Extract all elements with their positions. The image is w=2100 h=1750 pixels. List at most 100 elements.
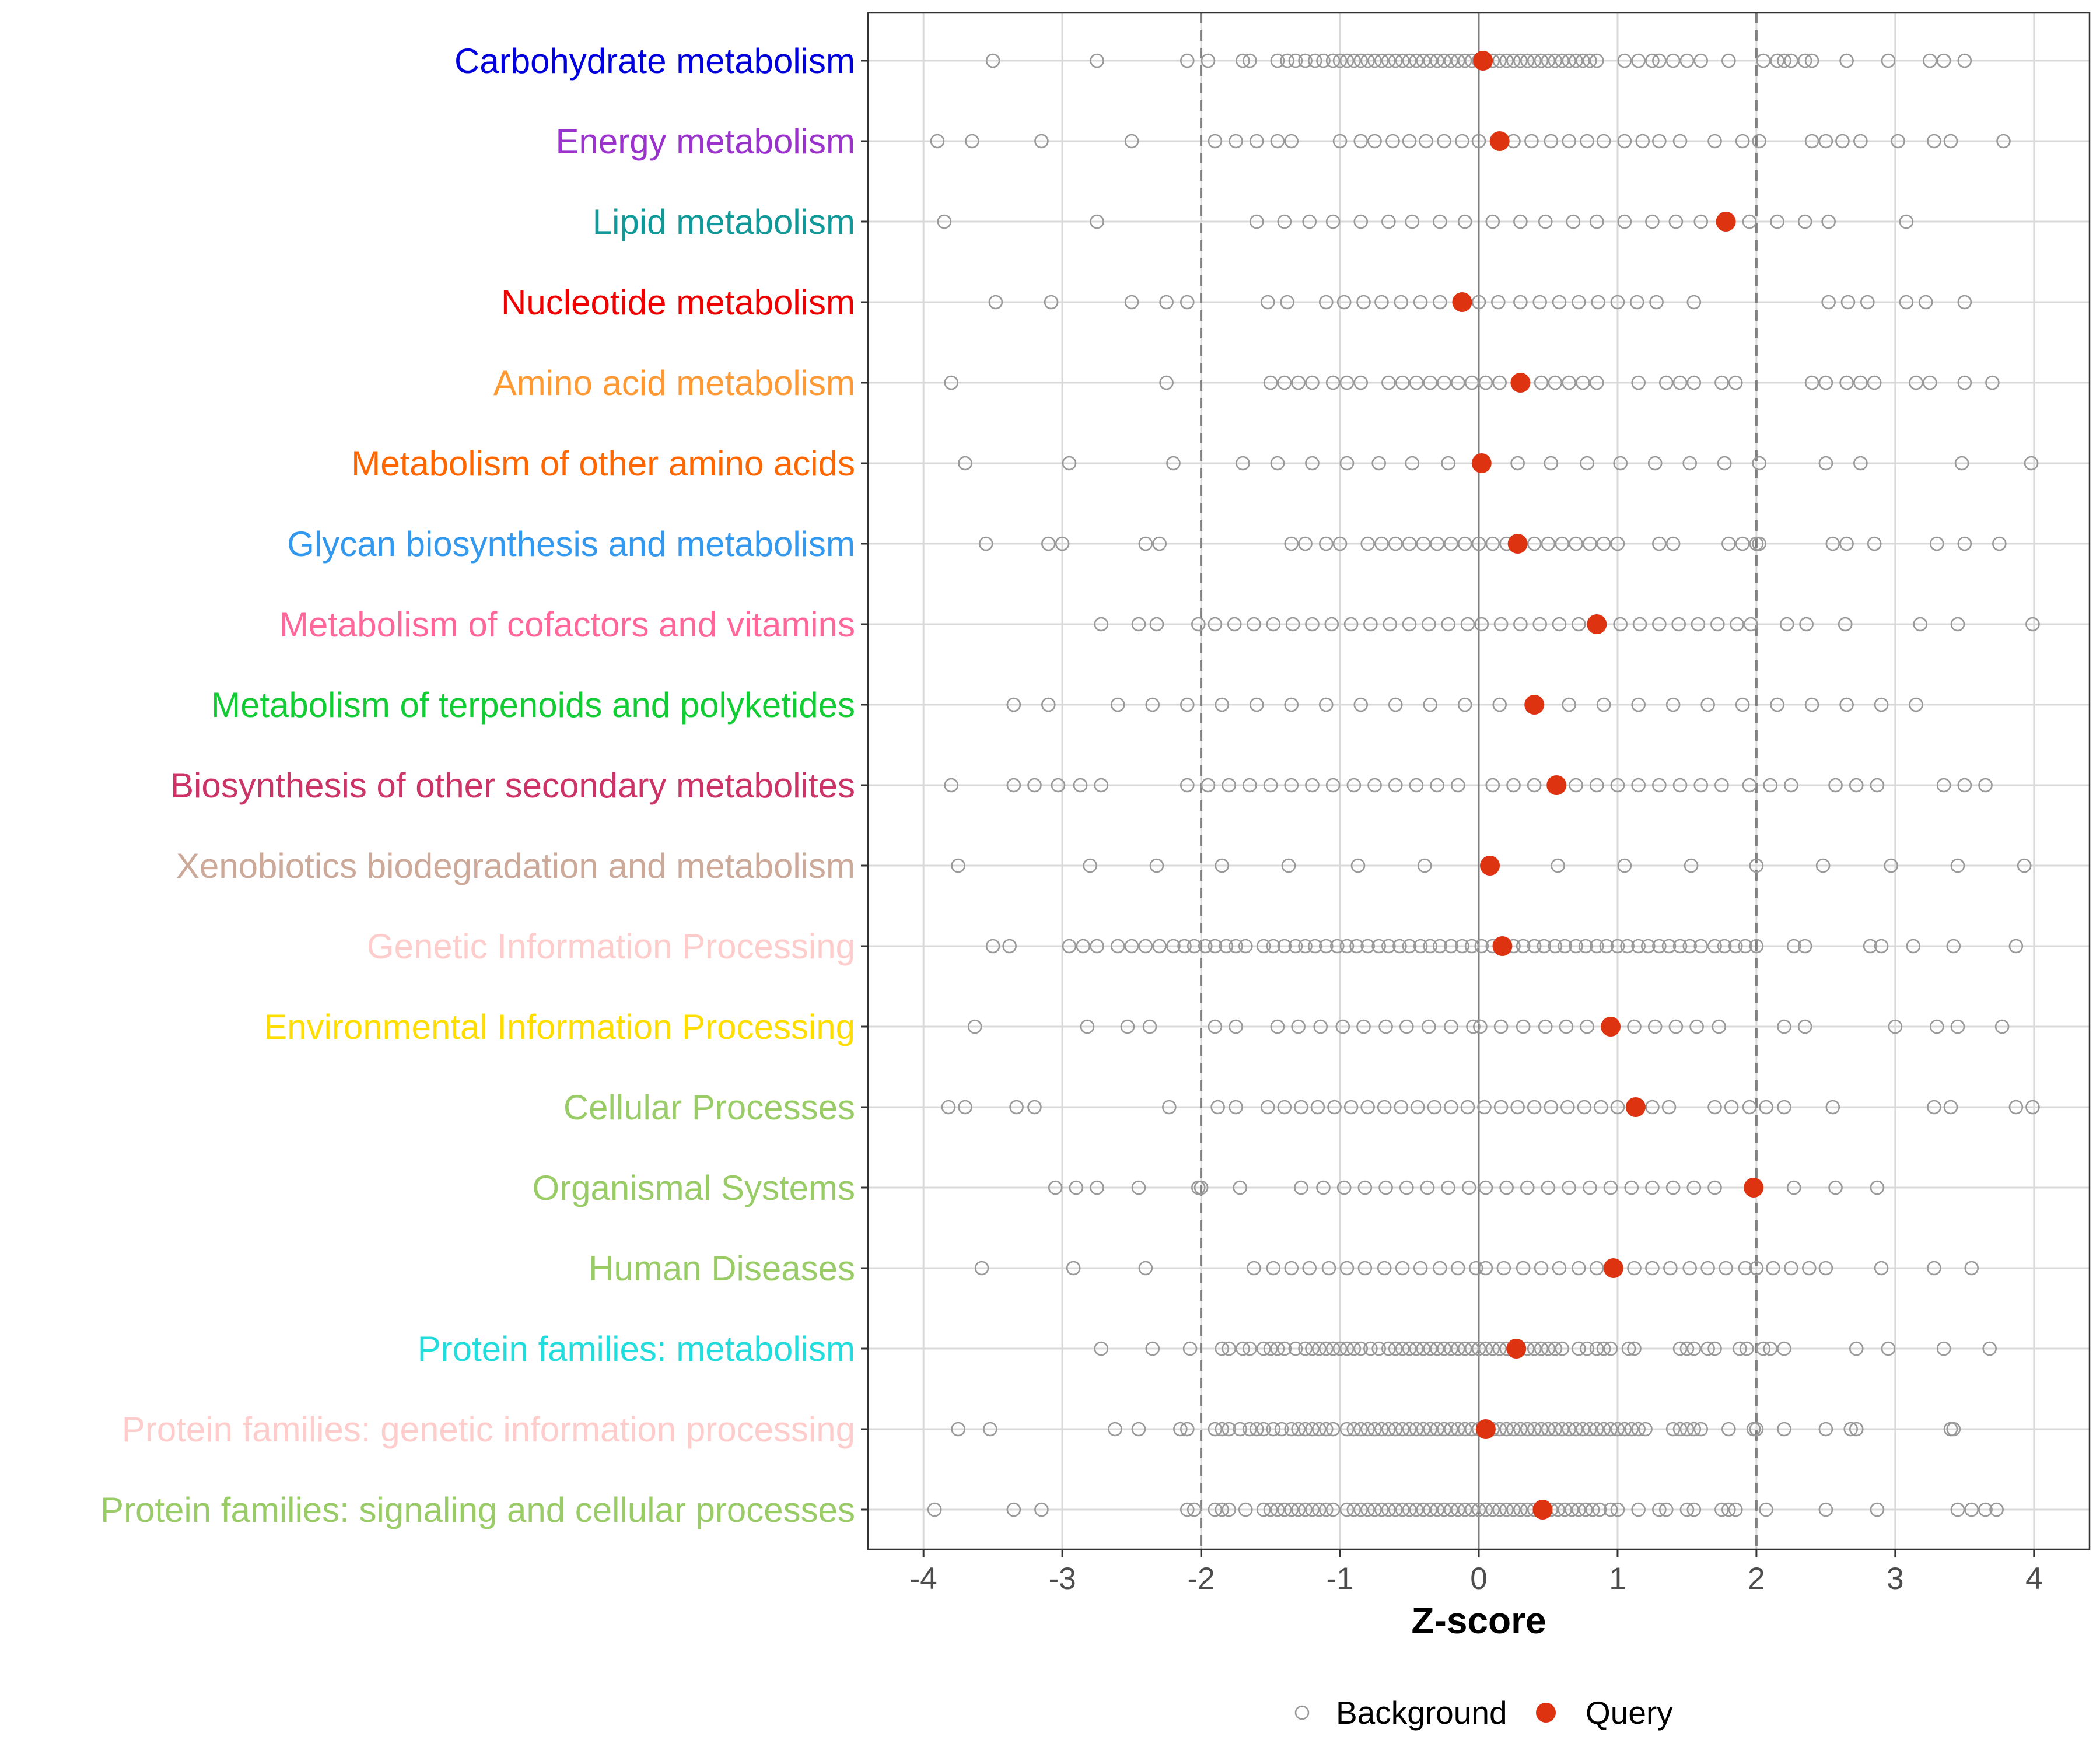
background-point: [1652, 53, 1667, 68]
background-point: [1548, 1422, 1563, 1437]
background-point: [1294, 1100, 1308, 1115]
background-point: [1316, 53, 1331, 68]
background-point: [1343, 617, 1359, 632]
background-point: [1433, 214, 1447, 229]
background-point: [1994, 1019, 2010, 1034]
background-point: [1214, 1502, 1230, 1517]
background-point: [1457, 536, 1472, 551]
background-point: [1471, 536, 1486, 551]
background-point: [1779, 617, 1794, 632]
background-point: [2024, 456, 2039, 471]
background-point: [1423, 1422, 1438, 1437]
background-point: [1672, 778, 1688, 793]
background-point: [1603, 1502, 1618, 1517]
background-point: [1580, 1019, 1594, 1034]
background-point: [1288, 1341, 1303, 1356]
background-point: [1752, 134, 1766, 149]
background-point: [1451, 53, 1465, 68]
background-point: [1909, 375, 1923, 390]
background-point: [1594, 1100, 1608, 1115]
background-point: [1641, 939, 1656, 954]
background-point: [1477, 1100, 1492, 1115]
background-point: [1430, 536, 1444, 551]
background-point: [1388, 536, 1403, 551]
background-point: [1534, 1261, 1549, 1276]
background-point: [1305, 778, 1320, 793]
background-point: [1159, 295, 1174, 310]
background-point: [1964, 1502, 1979, 1517]
background-point: [1238, 1502, 1253, 1517]
background-point: [1679, 1341, 1695, 1356]
background-point: [1485, 1502, 1500, 1517]
background-point: [1686, 1422, 1702, 1437]
background-point: [1946, 939, 1961, 954]
background-point: [1610, 939, 1625, 954]
background-point: [1381, 1502, 1396, 1517]
background-point: [1305, 1341, 1320, 1356]
background-point: [1770, 53, 1784, 68]
query-point: [1475, 1419, 1496, 1439]
background-point: [1957, 295, 1972, 310]
background-point: [1478, 1502, 1493, 1517]
background-point: [1707, 939, 1722, 954]
background-point: [1665, 697, 1681, 712]
background-point: [1596, 697, 1611, 712]
query-points: [1452, 51, 1764, 1520]
background-point: [1870, 778, 1885, 793]
background-point: [1325, 1502, 1340, 1517]
background-point: [1721, 536, 1736, 551]
background-point: [1455, 134, 1469, 149]
background-point: [1478, 1261, 1493, 1276]
background-point: [1339, 1341, 1354, 1356]
background-point: [1576, 1422, 1590, 1437]
background-point: [1374, 1422, 1389, 1437]
background-point: [1270, 53, 1285, 68]
background-point: [1451, 1422, 1465, 1437]
background-point: [1613, 456, 1628, 471]
background-point: [1413, 295, 1428, 310]
background-point: [1492, 375, 1507, 390]
background-point: [1346, 1422, 1362, 1437]
background-point: [1548, 939, 1563, 954]
background-point: [1946, 1422, 1961, 1437]
background-point: [1180, 697, 1195, 712]
background-point: [1367, 1502, 1382, 1517]
background-point: [1162, 1100, 1177, 1115]
background-point: [1277, 1100, 1292, 1115]
background-point: [1395, 1341, 1410, 1356]
background-point: [1730, 617, 1744, 632]
background-point: [1266, 1422, 1281, 1437]
background-point: [1385, 134, 1400, 149]
background-point: [1325, 778, 1340, 793]
x-tick-label: -1: [1326, 1562, 1353, 1596]
background-point: [1485, 536, 1500, 551]
background-point: [1152, 536, 1167, 551]
background-point: [1610, 1502, 1625, 1517]
background-point: [1270, 456, 1285, 471]
background-point: [1821, 214, 1836, 229]
background-point: [1409, 53, 1424, 68]
background-point: [1451, 1341, 1465, 1356]
background-point: [1632, 617, 1647, 632]
background-point: [1724, 1100, 1739, 1115]
category-label: Metabolism of other amino acids: [351, 444, 855, 483]
background-point: [1617, 134, 1632, 149]
background-point: [1374, 536, 1389, 551]
background-point: [1690, 617, 1706, 632]
background-point: [1048, 1180, 1063, 1195]
background-point: [1499, 1422, 1514, 1437]
background-point: [1927, 134, 1941, 149]
background-point: [1367, 134, 1382, 149]
background-point: [1899, 295, 1914, 310]
background-point: [1371, 1341, 1386, 1356]
background-point: [1617, 53, 1632, 68]
background-point: [1367, 53, 1382, 68]
category-label: Human Diseases: [589, 1249, 855, 1288]
background-point: [1652, 134, 1667, 149]
category-label: Xenobiotics biodegradation and metabolis…: [176, 846, 855, 886]
background-point: [1270, 1341, 1285, 1356]
background-point: [1312, 1422, 1326, 1437]
background-point: [1957, 536, 1972, 551]
background-point: [1658, 1502, 1674, 1517]
